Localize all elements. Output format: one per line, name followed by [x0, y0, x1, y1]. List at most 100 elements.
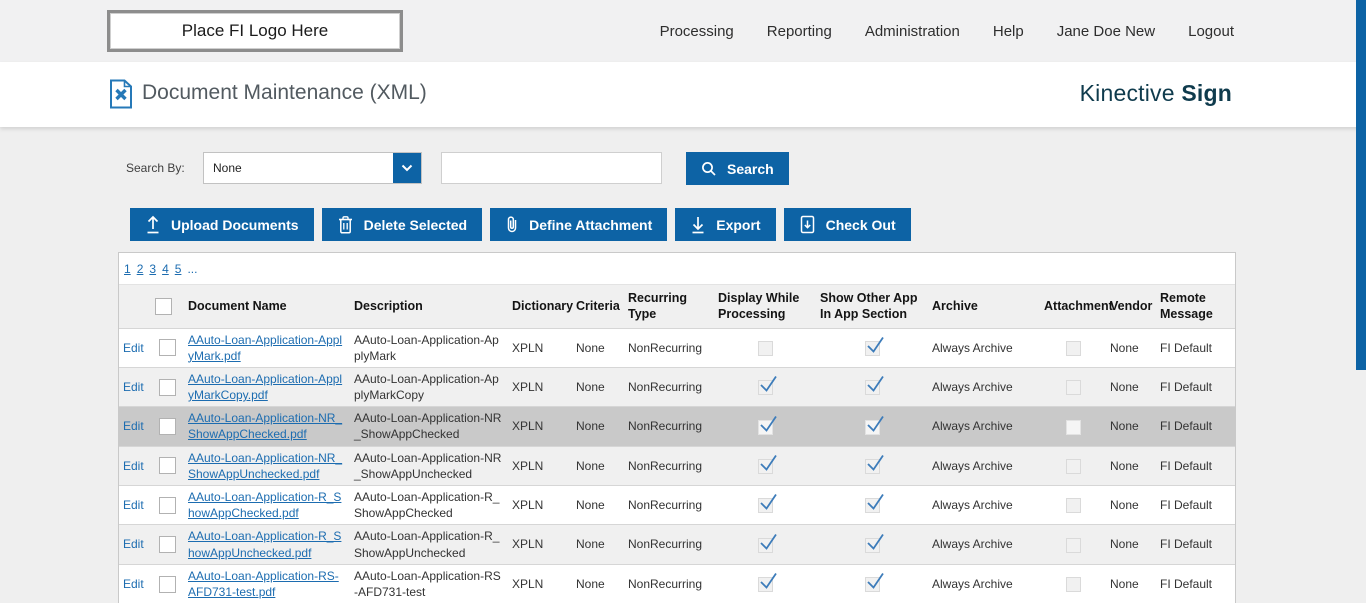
- document-name-link[interactable]: AAuto-Loan-Application-ApplyMarkCopy.pdf: [188, 371, 343, 403]
- row-select-checkbox[interactable]: [159, 339, 176, 357]
- show-other-app-cell: [816, 366, 928, 407]
- document-name-link[interactable]: AAuto-Loan-Application-NR_ShowAppChecked…: [188, 411, 343, 442]
- archive-value: Always Archive: [932, 458, 1013, 473]
- vendor-cell: None: [1106, 406, 1156, 447]
- paperclip-icon: [507, 216, 517, 233]
- recurring-type-cell: NonRecurring: [624, 366, 714, 407]
- delete-selected-label: Delete Selected: [363, 216, 468, 233]
- edit-link[interactable]: Edit: [123, 458, 144, 473]
- display-while-processing-cell: [714, 327, 816, 368]
- show-other-app-checkbox[interactable]: [864, 415, 884, 435]
- show-other-app-checkbox[interactable]: [864, 573, 884, 593]
- edit-link[interactable]: Edit: [123, 379, 144, 394]
- table-row: Edit AAuto-Loan-Application-R_ShowAppUnch…: [119, 524, 1235, 565]
- document-name-link[interactable]: AAuto-Loan-Application-RS-AFD731-test.pd…: [188, 568, 339, 599]
- nav-item-administration[interactable]: Administration: [864, 22, 960, 40]
- attachment-checkbox[interactable]: [1065, 577, 1081, 593]
- page-link-2[interactable]: 2: [136, 261, 144, 276]
- attachment-checkbox[interactable]: [1065, 419, 1081, 435]
- attachment-checkbox[interactable]: [1065, 340, 1081, 356]
- display-while-processing-checkbox[interactable]: [757, 533, 777, 553]
- display-while-processing-checkbox[interactable]: [757, 573, 777, 593]
- page-title: Document Maintenance (XML): [142, 81, 427, 104]
- row-select-checkbox[interactable]: [159, 575, 176, 593]
- show-other-app-cell: [816, 524, 928, 565]
- attachment-checkbox[interactable]: [1065, 498, 1081, 514]
- document-name-link[interactable]: AAuto-Loan-Application-R_ShowAppChecked.…: [188, 490, 342, 521]
- row-select-checkbox[interactable]: [159, 418, 176, 436]
- edit-link[interactable]: Edit: [123, 340, 144, 355]
- description-cell: AAuto-Loan-Application-NR_ShowAppChecked: [350, 406, 508, 447]
- upload-documents-label: Upload Documents: [171, 216, 299, 233]
- table-header: Document Name Description Dictionary Cri…: [119, 284, 1235, 328]
- dropdown-button[interactable]: [393, 153, 421, 183]
- archive-cell: Always Archive: [928, 524, 1040, 565]
- remote-message-cell: FI Default: [1156, 484, 1235, 525]
- search-input[interactable]: [441, 152, 662, 184]
- row-select-checkbox[interactable]: [159, 457, 176, 475]
- dictionary-value: XPLN: [512, 458, 544, 473]
- page-link-4[interactable]: 4: [162, 261, 169, 276]
- page-link-5[interactable]: 5: [174, 261, 182, 276]
- brand-name: Kinective: [1079, 80, 1175, 106]
- delete-selected-button[interactable]: Delete Selected: [321, 208, 483, 241]
- table-row: Edit AAuto-Loan-Application-R_ShowAppChec…: [119, 484, 1235, 525]
- display-while-processing-checkbox[interactable]: [757, 415, 777, 435]
- display-while-processing-checkbox[interactable]: [757, 340, 773, 356]
- criteria-cell: None: [572, 366, 624, 407]
- fi-logo-text: Place FI Logo Here: [181, 21, 329, 40]
- attachment-cell: [1040, 445, 1106, 486]
- table-row: Edit AAuto-Loan-Application-ApplyMark.pdf…: [119, 327, 1235, 368]
- nav-item-reporting[interactable]: Reporting: [766, 22, 832, 40]
- vendor-value: None: [1110, 340, 1139, 355]
- row-select-checkbox[interactable]: [159, 378, 176, 396]
- display-while-processing-checkbox[interactable]: [757, 494, 777, 514]
- document-name-link[interactable]: AAuto-Loan-Application-ApplyMark.pdf: [188, 332, 343, 363]
- show-other-app-checkbox[interactable]: [864, 454, 884, 474]
- edit-link[interactable]: Edit: [123, 498, 144, 513]
- export-button[interactable]: Export: [675, 208, 776, 241]
- show-other-app-checkbox[interactable]: [864, 494, 884, 514]
- show-other-app-checkbox[interactable]: [864, 336, 884, 356]
- show-other-app-checkbox[interactable]: [864, 533, 884, 553]
- document-name-link[interactable]: AAuto-Loan-Application-NR_ShowAppUncheck…: [188, 450, 343, 481]
- criteria-cell: None: [572, 406, 624, 447]
- remote-message-cell: FI Default: [1156, 445, 1235, 486]
- search-by-dropdown[interactable]: None: [203, 152, 422, 184]
- display-while-processing-checkbox[interactable]: [757, 376, 777, 396]
- row-select-checkbox[interactable]: [159, 496, 176, 514]
- show-other-app-cell: [816, 406, 928, 447]
- remote-message-cell: FI Default: [1156, 366, 1235, 407]
- nav-item-help[interactable]: Help: [992, 22, 1024, 40]
- check-out-button[interactable]: Check Out: [783, 208, 911, 241]
- page-link-1[interactable]: 1: [124, 261, 131, 276]
- attachment-checkbox[interactable]: [1065, 380, 1081, 396]
- document-name-cell: AAuto-Loan-Application-NR_ShowAppChecked…: [184, 406, 350, 447]
- row-select-checkbox[interactable]: [159, 536, 176, 554]
- edit-link[interactable]: Edit: [123, 576, 144, 591]
- attachment-checkbox[interactable]: [1065, 537, 1081, 553]
- attachment-checkbox[interactable]: [1065, 458, 1081, 474]
- show-other-app-checkbox[interactable]: [864, 376, 884, 396]
- dictionary-cell: XPLN: [508, 445, 572, 486]
- remote-message-value: FI Default: [1160, 498, 1213, 513]
- display-while-processing-checkbox[interactable]: [757, 454, 777, 474]
- nav-item-processing[interactable]: Processing: [659, 22, 734, 40]
- vertical-scrollbar-thumb[interactable]: [1356, 0, 1366, 370]
- search-button[interactable]: Search: [686, 152, 789, 185]
- attachment-cell: [1040, 406, 1106, 447]
- select-all-checkbox[interactable]: [155, 297, 172, 315]
- nav-item-user[interactable]: Jane Doe New: [1056, 22, 1156, 40]
- edit-link[interactable]: Edit: [123, 419, 144, 434]
- document-name-link[interactable]: AAuto-Loan-Application-R_ShowAppUnchecke…: [188, 529, 342, 560]
- define-attachment-button[interactable]: Define Attachment: [490, 208, 668, 241]
- upload-documents-button[interactable]: Upload Documents: [130, 208, 314, 241]
- edit-link[interactable]: Edit: [123, 537, 144, 552]
- nav-item-logout[interactable]: Logout: [1188, 22, 1234, 40]
- column-header-criteria: Criteria: [572, 284, 624, 328]
- edit-cell: Edit: [119, 445, 151, 486]
- table-row: Edit AAuto-Loan-Application-NR_ShowAppUnc…: [119, 445, 1235, 486]
- criteria-cell: None: [572, 445, 624, 486]
- page-link-3[interactable]: 3: [149, 261, 157, 276]
- archive-cell: Always Archive: [928, 366, 1040, 407]
